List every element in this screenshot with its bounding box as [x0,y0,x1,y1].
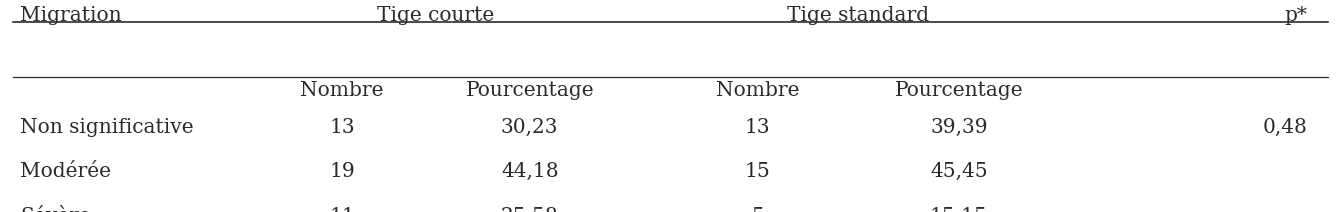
Text: 5: 5 [751,207,764,212]
Text: Pourcentage: Pourcentage [894,81,1023,100]
Text: 39,39: 39,39 [931,118,987,137]
Text: p*: p* [1285,6,1307,25]
Text: Non significative: Non significative [20,118,193,137]
Text: 44,18: 44,18 [502,162,558,181]
Text: 25,58: 25,58 [500,207,559,212]
Text: 19: 19 [329,162,355,181]
Text: Tige courte: Tige courte [377,6,495,25]
Text: 15: 15 [744,162,771,181]
Text: 15,15: 15,15 [929,207,988,212]
Text: Sévère: Sévère [20,207,91,212]
Text: 11: 11 [329,207,355,212]
Text: Tige standard: Tige standard [787,6,929,25]
Text: Nombre: Nombre [716,81,799,100]
Text: 13: 13 [744,118,771,137]
Text: 45,45: 45,45 [931,162,987,181]
Text: 30,23: 30,23 [502,118,558,137]
Text: Nombre: Nombre [300,81,384,100]
Text: 13: 13 [329,118,355,137]
Text: Pourcentage: Pourcentage [465,81,594,100]
Text: Modérée: Modérée [20,162,111,181]
Text: 0,48: 0,48 [1263,118,1307,137]
Text: Migration: Migration [20,6,122,25]
